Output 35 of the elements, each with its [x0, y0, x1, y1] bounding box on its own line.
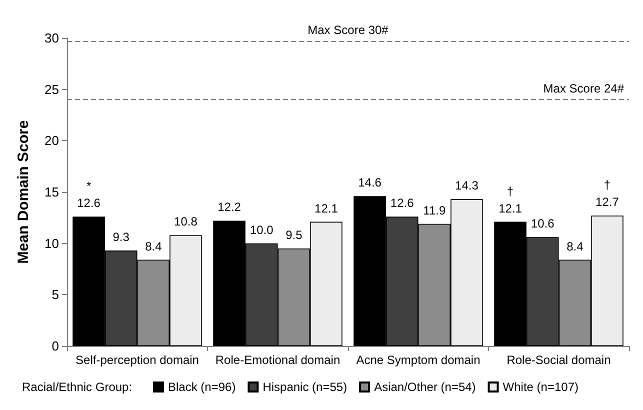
data-label: 12.1 [314, 201, 338, 216]
data-label: 9.3 [112, 230, 130, 244]
data-label: 14.3 [455, 178, 479, 193]
data-label: 10.0 [250, 222, 274, 237]
data-label: 11.9 [423, 203, 446, 218]
data-label: 14.6 [358, 176, 382, 190]
y-tick-label: 25 [44, 82, 59, 97]
data-label: 8.4 [145, 239, 162, 254]
legend-label: Asian/Other (n=54) [374, 380, 476, 394]
data-label: 8.4 [566, 239, 584, 254]
ref-line-label: Max Score 24# [543, 82, 624, 96]
x-tick-label: Acne Symptom domain [356, 353, 480, 367]
data-label: † 12.1 [498, 184, 522, 216]
x-tick-label: Role-Emotional domain [215, 353, 340, 367]
y-tick-label: 20 [44, 133, 59, 148]
y-tick-label: 5 [52, 287, 59, 302]
y-tick-label: 0 [52, 338, 59, 354]
ref-line-label: Max Score 30# [308, 23, 389, 38]
y-tick-label: 30 [44, 30, 59, 46]
legend-title: Racial/Ethnic Group: [22, 380, 132, 394]
y-tick-label: 10 [44, 236, 59, 251]
data-label: 9.5 [286, 228, 303, 242]
data-label: 12.6 [390, 196, 414, 210]
legend-label: Hispanic (n=55) [262, 380, 348, 394]
x-tick-label: Role-Social domain [506, 353, 611, 367]
y-axis-title: Mean Domain Score [15, 120, 32, 264]
y-tick-label: 15 [44, 184, 59, 200]
x-tick-label: Self-perception domain [76, 353, 199, 367]
legend-label: Black (n=96) [168, 380, 236, 394]
data-label: 10.8 [174, 214, 198, 229]
data-label: 12.2 [218, 200, 242, 214]
data-label: † 12.7 [596, 178, 620, 210]
data-label: * 12.6 [77, 179, 101, 210]
data-label: 10.6 [530, 216, 555, 231]
legend-label: White (n=107) [502, 380, 578, 394]
